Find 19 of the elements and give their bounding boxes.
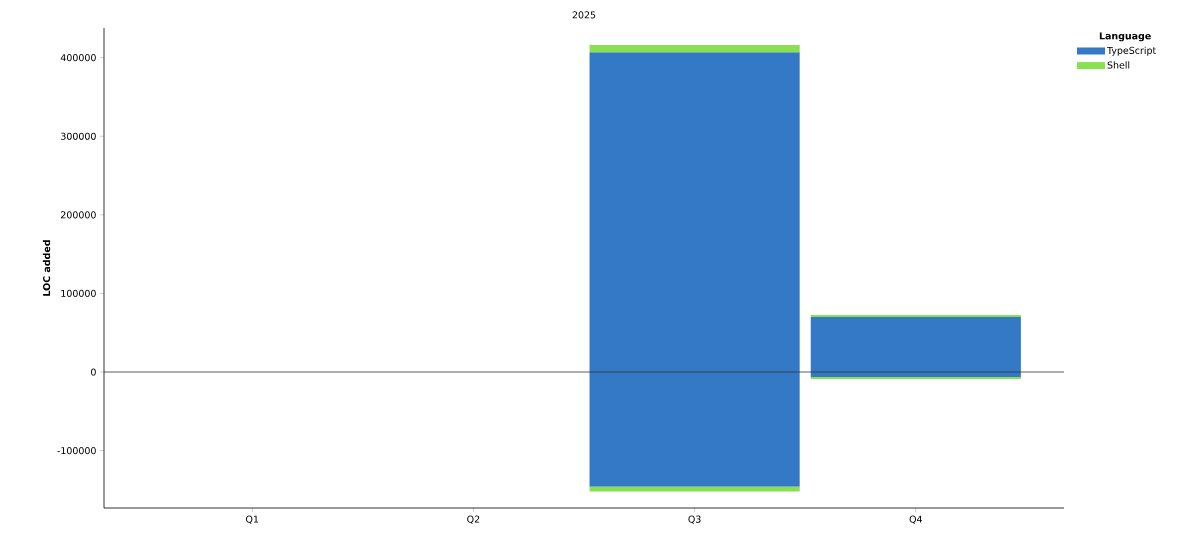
legend-title: Language: [1099, 32, 1151, 42]
bar: [589, 372, 800, 487]
y-tick-label: 0: [91, 368, 96, 376]
chart-title: 2025: [572, 11, 596, 19]
y-tick-label: 400000: [60, 54, 96, 62]
y-tick-label: 100000: [61, 289, 96, 298]
y-tick-label: 200000: [61, 211, 96, 219]
y-tick-label: -100000: [57, 447, 96, 455]
legend-label: TypeScript: [1106, 46, 1156, 56]
bar: [589, 52, 800, 373]
legend-label: Shell: [1107, 61, 1130, 69]
x-tick-label: Q3: [688, 515, 701, 524]
x-tick-label: Q1: [246, 515, 259, 524]
bar: [810, 317, 1021, 373]
bar: [589, 45, 800, 53]
y-tick-label: 300000: [61, 132, 96, 140]
y-axis-title: LOC added: [42, 240, 51, 296]
x-tick-label: Q2: [467, 515, 480, 524]
x-tick-label: Q4: [909, 515, 923, 524]
